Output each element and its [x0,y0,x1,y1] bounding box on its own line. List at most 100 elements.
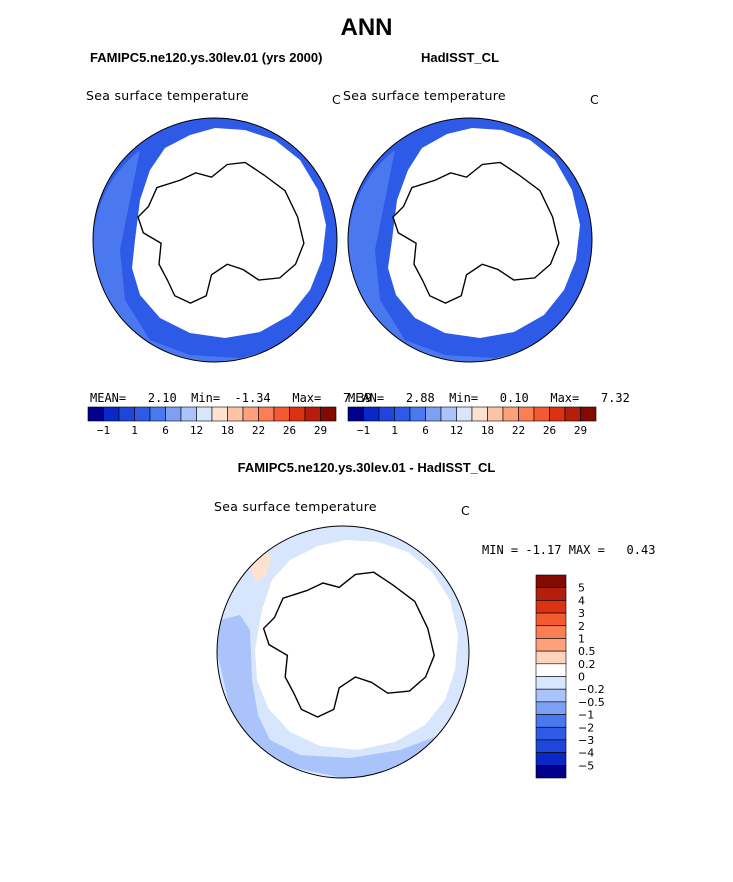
panel2-colorbar-swatch [347,406,364,422]
diff-colorbar-tick-label: −5 [578,759,594,772]
diff-colorbar-tick-label: 3 [578,607,585,620]
panel2-min-value: 0.10 [499,391,529,405]
panel2-variable: Sea surface temperature [343,88,506,103]
panel2-colorbar-tick-label: −1 [357,424,370,437]
panel1-units: C [332,92,342,107]
diff-colorbar-tick-label: 4 [578,594,585,607]
panel1-colorbar-swatch [118,406,135,422]
panel2-colorbar-swatch [533,406,550,422]
diff-colorbar-tick-label: −1 [578,709,594,722]
panel1-colorbar-swatch [258,406,275,422]
diff-colorbar-swatch [535,574,567,588]
diff-colorbar-tick-label: −2 [578,721,594,734]
panel1-colorbar-tick-label: 12 [190,424,203,437]
diff-colorbar-tick-label: 0.5 [578,645,596,658]
panel2-colorbar-tick-label: 1 [391,424,398,437]
panel2-colorbar-tick-label: 29 [574,424,587,437]
diff-colorbar-swatch [535,612,567,627]
panel1-colorbar-swatch [289,406,306,422]
diff-max-label: MAX = [568,543,605,557]
diff-colorbar-tick-label: 2 [578,620,585,633]
diff-colorbar-tick-label: 0 [578,671,585,684]
panel2-colorbar-swatch [394,406,411,422]
panel2-min-label: Min= [449,391,479,405]
panel2-mean-value: 2.88 [405,391,435,405]
panel2-colorbar-swatch [580,406,597,422]
panel2-colorbar-tick-label: 26 [543,424,556,437]
panel1-min-value: -1.34 [234,391,271,405]
panel2-colorbar-swatch [456,406,473,422]
panel1-map [92,117,338,363]
panel2-colorbar-swatch [549,406,566,422]
panel1-max-label: Max= [292,391,322,405]
panel2-max-label: Max= [550,391,580,405]
panel2-max-value: 7.32 [600,391,630,405]
panel2-map [347,117,593,363]
diff-colorbar-tick-label: −0.2 [578,683,605,696]
diff-map [216,525,470,779]
right-case-title: HadISST_CL [421,50,500,65]
panel2-colorbar-swatch [440,406,457,422]
diff-colorbar-swatch [535,663,567,677]
panel2-globe-border [347,117,593,363]
diff-colorbar-swatch [535,752,567,766]
panel2-colorbar-tick-label: 22 [512,424,525,437]
panel1-mean-label: MEAN= [90,391,127,405]
panel1-colorbar-swatch [273,406,290,422]
panel1-mean-value: 2.10 [147,391,177,405]
panel2-colorbar-swatch [425,406,442,422]
diff-colorbar-swatch [535,701,567,715]
panel2-colorbar-tick-label: 6 [422,424,429,437]
panel1-colorbar-tick-label: 29 [314,424,327,437]
panel2-colorbar-swatch [378,406,395,422]
panel2-stats: MEAN= 2.88 Min= 0.10 Max= 7.32 [348,391,630,405]
panel2-colorbar: −1 1 6 12 18 22 26 29 [347,406,597,437]
left-case-title: FAMIPC5.ne120.ys.30lev.01 (yrs 2000) [90,50,323,65]
diff-colorbar-tick-label: 5 [578,582,585,595]
panel1-colorbar-tick-label: 22 [252,424,265,437]
diff-colorbar-tick-label: 0.2 [578,658,596,671]
diff-colorbar-swatch [535,625,567,639]
panel1-max-value: 7.39 [342,391,372,405]
panel1-colorbar-tick-label: 6 [162,424,169,437]
panel1-colorbar: −1 1 6 12 18 22 26 29 [87,406,337,437]
panel2-colorbar-swatch [564,406,581,422]
diff-title: FAMIPC5.ne120.ys.30lev.01 - HadISST_CL [237,460,496,475]
panel1-variable: Sea surface temperature [86,88,249,103]
panel1-colorbar-swatch [149,406,166,422]
panel1-colorbar-swatch [227,406,244,422]
panel1-colorbar-swatch [87,406,104,422]
diff-colorbar-swatch [535,739,567,753]
diff-stats: MIN = -1.17 MAX = 0.43 [482,543,655,557]
panel1-colorbar-tick-label: 1 [131,424,138,437]
diff-colorbar-swatch [535,650,567,665]
diff-colorbar-swatch [535,714,567,728]
diff-min-label: MIN = [482,543,519,557]
panel1-colorbar-swatch [196,406,213,422]
panel1-colorbar-swatch [103,406,120,422]
panel1-colorbar-swatch [180,406,197,422]
diff-variable: Sea surface temperature [214,499,377,514]
panel2-colorbar-swatch [518,406,535,422]
panel1-stats: MEAN= 2.10 Min= -1.34 Max= 7.39 [90,391,372,405]
panel2-colorbar-tick-label: 18 [481,424,494,437]
diff-colorbar-tick-label: −0.5 [578,696,605,709]
panel1-colorbar-tick-label: 18 [221,424,234,437]
panel1-colorbar-swatch [320,406,337,422]
diff-colorbar-swatch [535,765,567,779]
panel1-colorbar-swatch [242,406,259,422]
diff-colorbar-tick-label: −3 [578,734,594,747]
panel1-colorbar-swatch [134,406,151,422]
panel2-colorbar-swatch [363,406,380,422]
diff-colorbar-swatch [535,587,567,601]
panel1-min-label: Min= [191,391,221,405]
panel2-colorbar-swatch [502,406,519,422]
diff-colorbar-swatch [535,638,567,652]
panel2-colorbar-swatch [487,406,504,422]
diff-colorbar-swatch [535,676,567,690]
diff-max-value: 0.43 [626,543,656,557]
panel1-colorbar-swatch [165,406,182,422]
diff-colorbar-tick-label: −4 [578,747,594,760]
panel1-colorbar-swatch [211,406,228,422]
